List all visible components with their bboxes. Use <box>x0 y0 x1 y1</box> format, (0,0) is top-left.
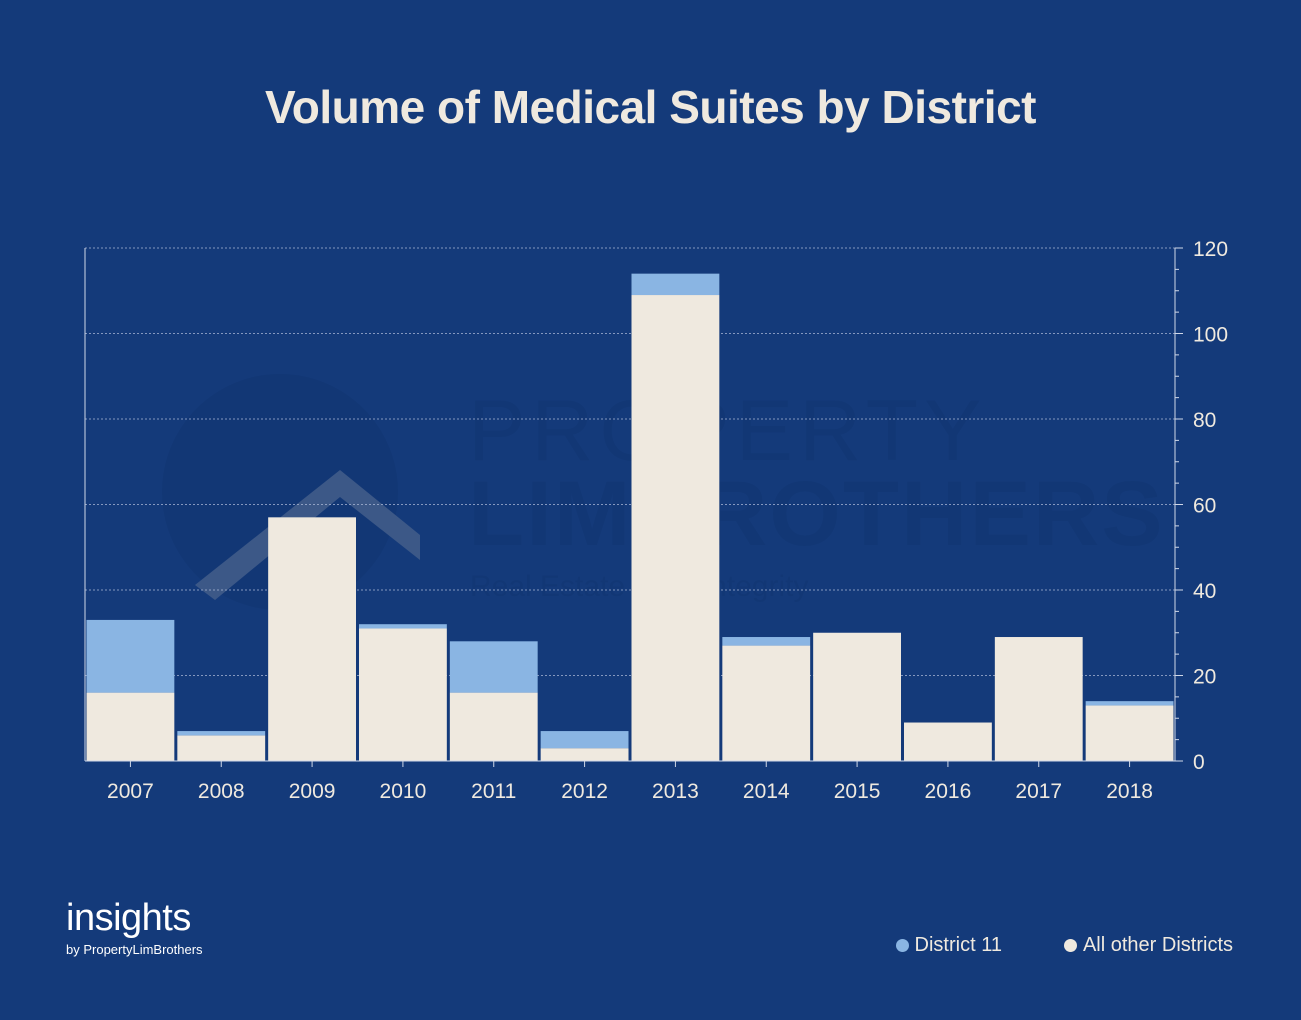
bar-district11-2014 <box>722 637 811 646</box>
watermark-line1: PROPERTY <box>468 383 988 479</box>
brand-logo: insights by PropertyLimBrothers <box>66 896 203 957</box>
bar-others-2009 <box>268 517 356 761</box>
bar-district11-2012 <box>540 731 629 749</box>
y-tick-label: 20 <box>1193 666 1216 689</box>
bar-others-2012 <box>540 748 629 761</box>
bar-district11-2018 <box>1085 701 1174 706</box>
brand-tagline: by PropertyLimBrothers <box>66 942 203 957</box>
bar-others-2018 <box>1085 705 1174 761</box>
bar-others-2013 <box>631 295 720 761</box>
bar-others-2015 <box>813 632 901 761</box>
y-tick-label: 40 <box>1193 580 1216 603</box>
bar-district11-2011 <box>449 641 538 693</box>
bar-others-2007 <box>86 692 175 761</box>
y-tick-label: 80 <box>1193 409 1216 432</box>
legend-item-others: All other Districts <box>1063 934 1233 957</box>
bars <box>86 273 1174 761</box>
bar-others-2010 <box>359 628 447 761</box>
x-tick-label: 2010 <box>380 780 427 803</box>
legend-item-district11: District 11 <box>895 934 1002 957</box>
y-tick-label: 120 <box>1193 238 1228 261</box>
bar-others-2008 <box>177 735 266 761</box>
legend-swatch-district11 <box>895 939 909 952</box>
x-tick-label: 2012 <box>561 780 608 803</box>
y-tick-label: 0 <box>1193 751 1205 774</box>
bar-district11-2013 <box>631 273 720 296</box>
y-tick-label: 100 <box>1193 324 1228 347</box>
watermark-line2: LIMBROTHERS <box>468 463 1165 565</box>
chart-title: Volume of Medical Suites by District <box>265 81 1037 133</box>
x-tick-label: 2008 <box>198 780 245 803</box>
y-tick-label: 60 <box>1193 495 1216 518</box>
legend-swatch-others <box>1063 939 1077 952</box>
x-tick-label: 2017 <box>1015 780 1062 803</box>
legend-label-district11: District 11 <box>914 934 1002 956</box>
brand-name: insights <box>66 897 191 939</box>
x-tick-label: 2014 <box>743 780 790 803</box>
legend-label-others: All other Districts <box>1082 934 1233 956</box>
x-tick-label: 2016 <box>925 780 972 803</box>
x-tick-label: 2011 <box>471 780 516 803</box>
x-tick-label: 2013 <box>652 780 699 803</box>
axes: 0 20 40 60 80 100 120 2007 2008 2009 2010 2011 2012 2… <box>84 238 1228 803</box>
bar-district11-2007 <box>86 619 175 693</box>
watermark-roof-icon <box>195 470 420 600</box>
bar-others-2016 <box>904 722 992 761</box>
bar-district11-2008 <box>177 731 266 736</box>
bar-district11-2010 <box>359 624 447 629</box>
x-tick-label: 2015 <box>834 780 881 803</box>
grid <box>85 247 1175 676</box>
bar-others-2014 <box>722 645 811 761</box>
bar-others-2017 <box>994 637 1083 761</box>
bar-others-2011 <box>449 692 538 761</box>
x-tick-label: 2018 <box>1106 780 1153 803</box>
legend: District 11 All other Districts <box>895 934 1233 957</box>
x-tick-label: 2007 <box>107 780 154 803</box>
x-tick-label: 2009 <box>289 780 336 803</box>
